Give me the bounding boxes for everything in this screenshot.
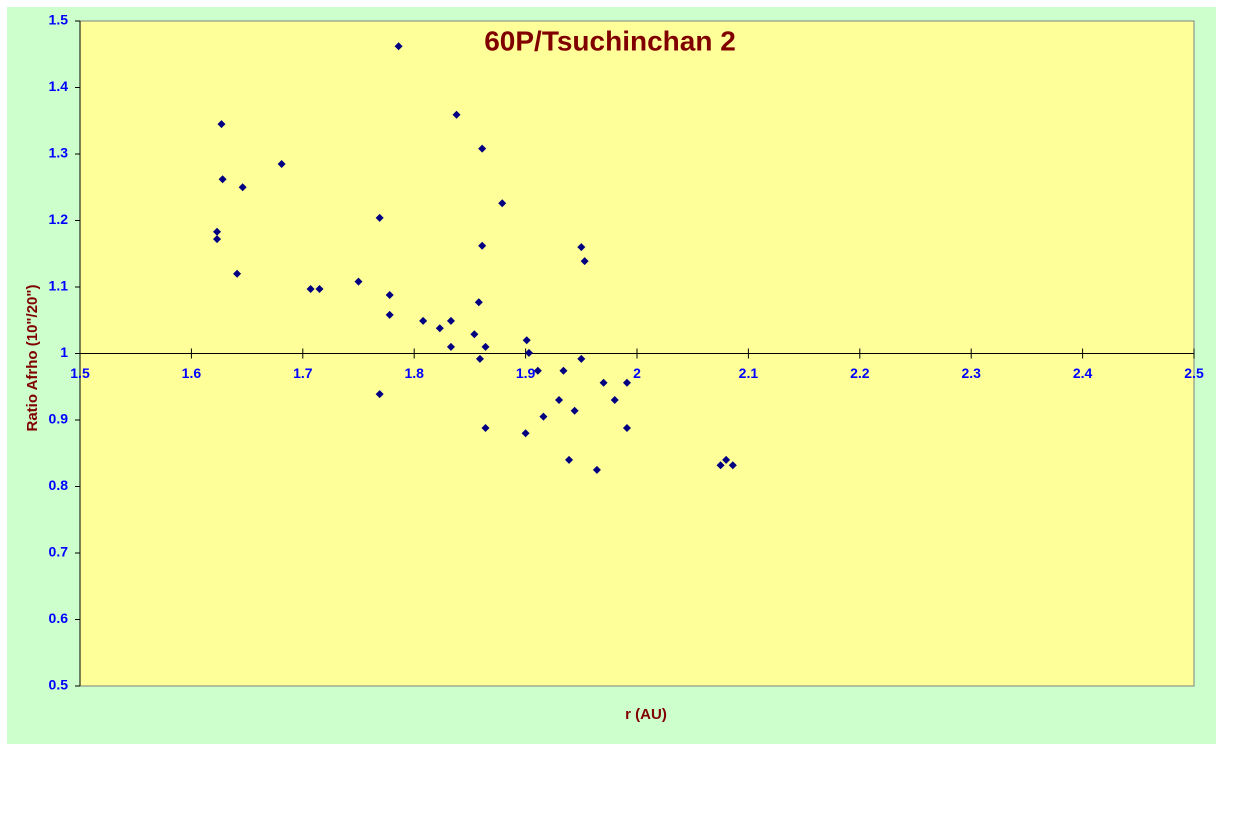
x-tick-label: 1.9	[516, 365, 536, 381]
data-point	[539, 412, 548, 421]
data-point	[315, 284, 324, 293]
data-point	[375, 213, 384, 222]
data-point	[521, 429, 530, 438]
data-point	[419, 316, 428, 325]
data-point	[213, 227, 222, 236]
y-tick-label: 1.3	[49, 145, 69, 161]
y-tick-label: 1.4	[49, 78, 69, 94]
data-point	[478, 144, 487, 153]
data-point	[213, 235, 222, 244]
data-point	[435, 324, 444, 333]
data-point	[218, 175, 227, 184]
y-tick-label: 0.8	[49, 477, 69, 493]
data-point	[533, 366, 542, 375]
y-tick-label: 0.6	[49, 610, 69, 626]
data-point	[481, 423, 490, 432]
data-point	[716, 461, 725, 470]
data-point	[577, 243, 586, 252]
data-point	[470, 330, 479, 339]
y-tick-label: 1.5	[49, 12, 69, 28]
y-tick-label: 1.2	[49, 211, 69, 227]
data-point	[238, 183, 247, 192]
data-point	[475, 354, 484, 363]
data-point	[385, 310, 394, 319]
x-axis-title: r (AU)	[625, 706, 667, 723]
data-point	[592, 465, 601, 474]
y-tick-label: 1	[60, 344, 68, 360]
data-point	[599, 378, 608, 387]
x-tick-label: 1.6	[182, 365, 202, 381]
x-tick-label: 2	[633, 365, 641, 381]
data-point	[446, 316, 455, 325]
y-tick-label: 0.5	[49, 677, 69, 693]
x-tick-label: 2.4	[1073, 365, 1093, 381]
data-point	[622, 378, 631, 387]
x-tick-label: 2.3	[961, 365, 981, 381]
x-tick-label: 1.7	[293, 365, 313, 381]
data-point	[217, 120, 226, 129]
chart-title: 60P/Tsuchinchan 2	[484, 25, 736, 56]
data-point	[580, 257, 589, 266]
x-tick-label: 2.5	[1184, 365, 1204, 381]
data-point	[522, 336, 531, 345]
data-point	[559, 366, 568, 375]
data-point	[524, 348, 533, 357]
data-point	[233, 269, 242, 278]
data-point	[728, 461, 737, 470]
data-point	[722, 455, 731, 464]
data-point	[306, 284, 315, 293]
y-axis-title: Ratio Afrho (10"/20")	[24, 284, 41, 431]
data-point	[452, 110, 461, 119]
data-point	[577, 354, 586, 363]
data-point	[570, 406, 579, 415]
x-tick-label: 1.5	[70, 365, 90, 381]
data-point	[481, 342, 490, 351]
data-point	[277, 159, 286, 168]
data-point	[498, 199, 507, 208]
x-tick-label: 2.2	[850, 365, 870, 381]
y-tick-label: 1.1	[49, 278, 69, 294]
data-point	[622, 423, 631, 432]
data-point	[555, 396, 564, 405]
data-point	[610, 396, 619, 405]
data-point	[478, 241, 487, 250]
x-tick-label: 2.1	[739, 365, 759, 381]
data-point	[565, 455, 574, 464]
data-point	[354, 277, 363, 286]
data-point	[385, 290, 394, 299]
data-point	[474, 298, 483, 307]
y-tick-label: 0.9	[49, 411, 69, 427]
y-tick-label: 0.7	[49, 544, 69, 560]
data-point	[394, 42, 403, 51]
x-tick-label: 1.8	[404, 365, 424, 381]
data-point	[375, 390, 384, 399]
data-point	[446, 342, 455, 351]
